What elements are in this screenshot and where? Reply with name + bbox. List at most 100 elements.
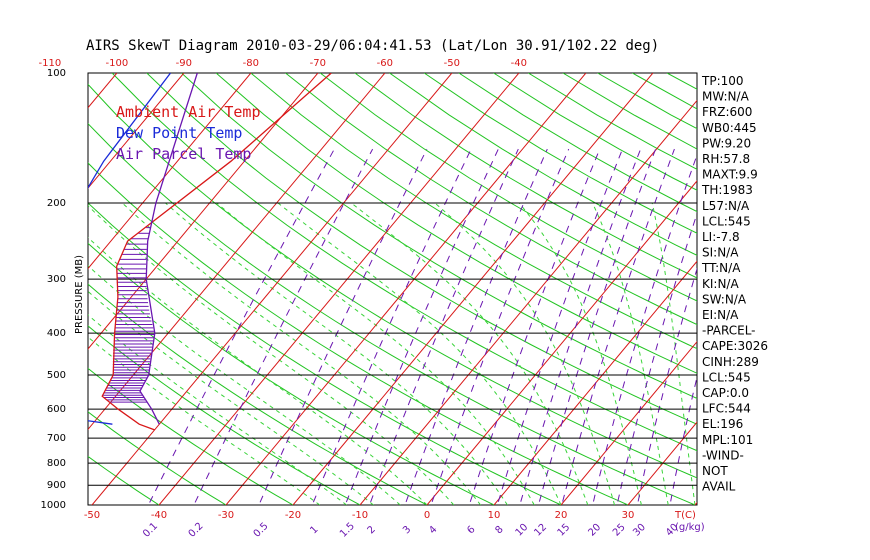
top-temp-tick: -50 bbox=[444, 58, 460, 69]
index-item: RH:57.8 bbox=[702, 152, 750, 166]
dry-adiabat bbox=[111, 73, 697, 452]
index-item: LCL:545 bbox=[702, 370, 751, 384]
index-item: SI:N/A bbox=[702, 246, 739, 260]
y-axis-label: PRESSURE (MB) bbox=[74, 255, 85, 334]
chart-title: AIRS SkewT Diagram 2010-03-29/06:04:41.5… bbox=[86, 38, 659, 54]
isotherm bbox=[627, 421, 697, 505]
bottom-temp-tick: -40 bbox=[151, 510, 167, 521]
index-item: CAPE:3026 bbox=[702, 339, 768, 353]
series-dew-point-temp bbox=[88, 73, 172, 425]
index-item: WB0:445 bbox=[702, 121, 757, 135]
legend: Ambient Air Temp Dew Point Temp Air Parcel… bbox=[116, 103, 261, 163]
mixing-ratio-tick: 10 bbox=[514, 522, 531, 539]
index-item: -PARCEL- bbox=[702, 324, 756, 338]
legend-entry: Dew Point Temp bbox=[116, 124, 242, 142]
index-item: TP:100 bbox=[701, 74, 744, 88]
bottom-temp-tick: 0 bbox=[424, 510, 430, 521]
index-item: L57:N/A bbox=[702, 199, 750, 213]
index-item: LCL:545 bbox=[702, 214, 751, 228]
cape-hatching bbox=[102, 227, 155, 403]
index-item: TH:1983 bbox=[701, 183, 753, 197]
dry-adiabat bbox=[423, 73, 697, 234]
plot-frame bbox=[87, 72, 698, 506]
dry-adiabat bbox=[88, 411, 227, 505]
dry-adiabat bbox=[88, 455, 160, 505]
index-item: KI:N/A bbox=[702, 277, 739, 291]
dry-adiabat bbox=[528, 73, 697, 170]
index-item: MPL:101 bbox=[702, 433, 753, 447]
pressure-tick-600: 600 bbox=[47, 404, 66, 415]
index-item: LFC:544 bbox=[702, 402, 751, 416]
index-item: FRZ:600 bbox=[702, 105, 752, 119]
index-item: MAXT:9.9 bbox=[702, 168, 758, 182]
isotherm bbox=[762, 73, 870, 505]
index-item: MW:N/A bbox=[702, 90, 750, 104]
bottom-temp-tick: 30 bbox=[622, 510, 635, 521]
isotherm bbox=[225, 73, 587, 505]
mixing-ratio-tick: 2 bbox=[366, 524, 378, 536]
dry-adiabat bbox=[146, 73, 697, 425]
dry-adiabat bbox=[88, 242, 496, 505]
dry-adiabat bbox=[285, 73, 697, 326]
pressure-tick-500: 500 bbox=[47, 370, 66, 381]
moist-adiabat bbox=[88, 205, 455, 505]
dry-adiabat bbox=[354, 73, 697, 279]
top-temperature-labels: -120-110-100-90-80-70-60-50-40 bbox=[39, 58, 528, 69]
moist-adiabat bbox=[434, 202, 616, 505]
dry-adiabats bbox=[88, 73, 870, 514]
mixing-ratio-tick: 4 bbox=[427, 524, 439, 536]
bottom-temp-tick: 10 bbox=[488, 510, 501, 521]
bottom-temp-tick: -20 bbox=[285, 510, 301, 521]
isotherm bbox=[829, 73, 870, 505]
dry-adiabat bbox=[88, 202, 563, 505]
moist-adiabat bbox=[518, 202, 642, 505]
top-temp-tick: -80 bbox=[243, 58, 259, 69]
mixing-ratio-line bbox=[147, 148, 335, 505]
dry-adiabat bbox=[88, 367, 295, 505]
moist-adiabat bbox=[165, 202, 508, 505]
bottom-temp-tick: 20 bbox=[555, 510, 568, 521]
isotherm bbox=[88, 73, 185, 189]
sounding-series bbox=[88, 73, 332, 431]
top-temp-tick: -40 bbox=[511, 58, 527, 69]
mixing-ratio-tick: 0.1 bbox=[141, 521, 160, 540]
legend-entry: Air Parcel Temp bbox=[116, 145, 251, 163]
bottom-temp-tick: -50 bbox=[84, 510, 100, 521]
pressure-tick-100: 100 bbox=[47, 68, 66, 79]
mixing-ratio-tick: 20 bbox=[586, 522, 603, 539]
dry-adiabat bbox=[88, 83, 697, 479]
pressure-tick-200: 200 bbox=[47, 198, 66, 209]
dry-adiabat bbox=[806, 73, 870, 514]
moist-adiabat bbox=[88, 265, 401, 505]
mixing-ratio-unit: (g/kg) bbox=[675, 522, 705, 533]
isotherm bbox=[88, 73, 319, 350]
pressure-tick-800: 800 bbox=[47, 458, 66, 469]
pressure-tick-700: 700 bbox=[47, 433, 66, 444]
isotherm bbox=[158, 73, 520, 505]
mixing-ratio-tick: 6 bbox=[465, 524, 477, 536]
dry-adiabat bbox=[88, 122, 697, 505]
isotherm bbox=[88, 73, 252, 270]
mixing-ratio-line bbox=[561, 148, 675, 505]
index-item: CAP:0.0 bbox=[702, 386, 749, 400]
dry-adiabat bbox=[88, 325, 362, 505]
mixing-ratio-tick: 25 bbox=[611, 522, 628, 539]
dry-adiabat bbox=[840, 73, 870, 514]
mixing-ratio-tick: 0.5 bbox=[252, 521, 271, 540]
index-item: EI:N/A bbox=[702, 308, 739, 322]
mixing-ratio-line bbox=[258, 148, 428, 505]
dry-adiabat bbox=[319, 73, 697, 302]
isotherms bbox=[88, 73, 870, 505]
moist-adiabat bbox=[121, 202, 481, 505]
pressure-tick-900: 900 bbox=[47, 480, 66, 491]
isotherm bbox=[560, 340, 697, 505]
mixing-ratio-tick: 1 bbox=[308, 524, 320, 536]
isotherm bbox=[426, 180, 697, 505]
pressure-tick-300: 300 bbox=[47, 274, 66, 285]
mixing-ratio-labels: 0.1 0.2 0.5 1 1.5 2 3 4 6 8 10 12 15 20 25 30 40 bbox=[141, 521, 681, 540]
mixing-ratio-tick: 1.5 bbox=[338, 521, 357, 540]
mixing-ratio-tick: 15 bbox=[556, 522, 573, 539]
mixing-ratio-tick: 3 bbox=[401, 524, 413, 536]
